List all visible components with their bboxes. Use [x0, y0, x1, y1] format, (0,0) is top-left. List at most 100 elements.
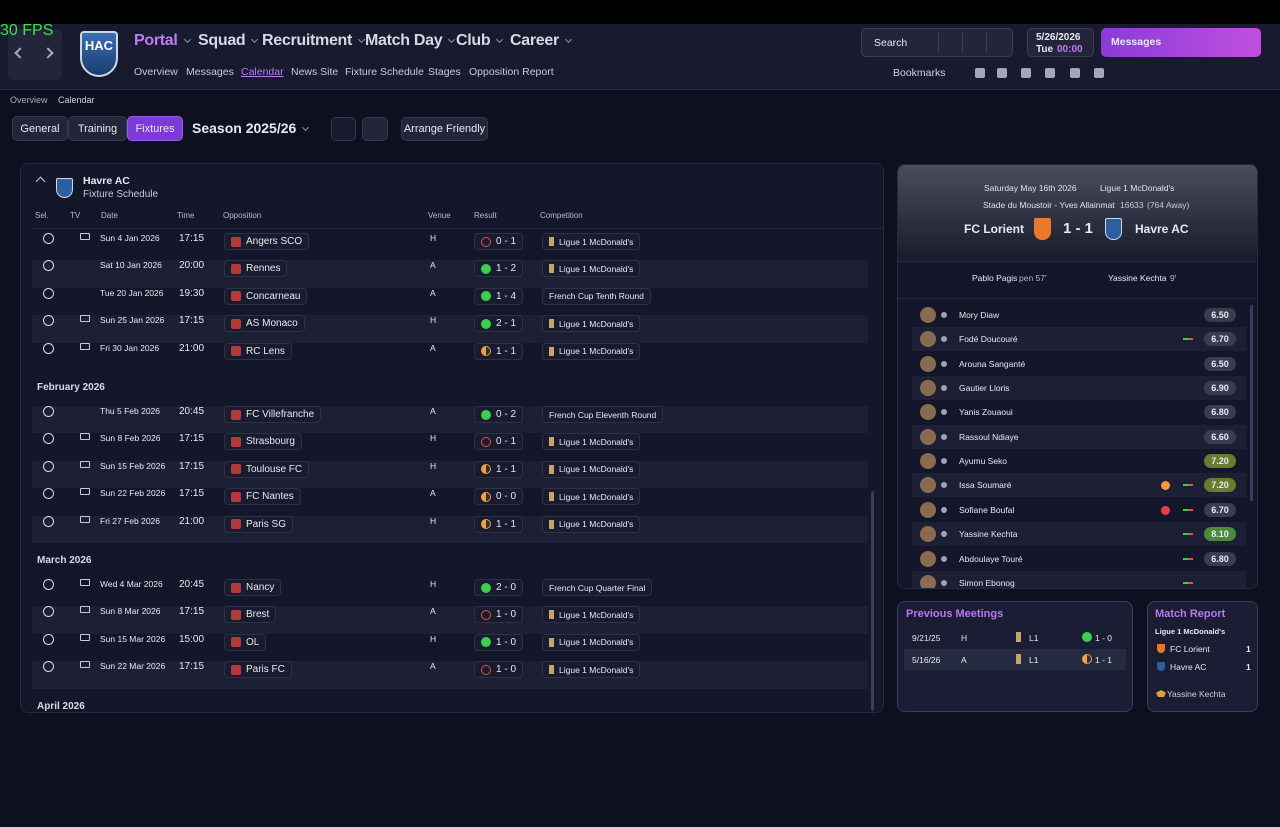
select-radio[interactable]	[43, 606, 54, 618]
prev-season[interactable]	[331, 117, 356, 141]
icon-button[interactable]	[962, 32, 984, 54]
player-row[interactable]: Rassoul Ndiaye 6.60	[912, 424, 1246, 449]
competition[interactable]: Ligue 1 McDonald's	[542, 233, 641, 250]
arrange-friendly-button[interactable]: Arrange Friendly	[401, 117, 488, 141]
opposition[interactable]: Rennes	[224, 260, 288, 278]
fixture-row[interactable]: Sun 22 Feb 2026 17:15 FC Nantes A 0 - 0 Ligue…	[32, 488, 868, 515]
player-row[interactable]: Abdoulaye Touré 6.80	[912, 547, 1246, 571]
opposition[interactable]: OL	[224, 633, 267, 651]
column-header[interactable]: Time	[177, 211, 195, 220]
fixture-row[interactable]: Sun 15 Feb 2026 17:15 Toulouse FC H 1 - 1 Lig…	[32, 460, 868, 489]
player-row[interactable]: Issa Soumaré 7.20	[912, 473, 1246, 498]
select-radio[interactable]	[43, 515, 54, 527]
breadcrumb[interactable]: Calendar	[58, 95, 95, 105]
column-header[interactable]: Sel.	[35, 211, 49, 220]
sub-nav-item[interactable]: Opposition Report	[469, 66, 554, 78]
select-radio[interactable]	[43, 406, 54, 417]
result[interactable]: 1 - 2	[474, 260, 524, 278]
opposition[interactable]: Brest	[224, 606, 277, 624]
opposition[interactable]: FC Nantes	[224, 488, 301, 506]
column-header[interactable]: Opposition	[223, 211, 262, 220]
result[interactable]: 1 - 1	[474, 460, 524, 478]
main-nav-item[interactable]: Squad	[198, 32, 259, 50]
opposition[interactable]: Strasbourg	[224, 433, 302, 451]
player-row[interactable]: Sofiane Boufal 6.70	[912, 498, 1246, 522]
fixture-row[interactable]: Sat 10 Jan 2026 20:00 Rennes A 1 - 2 Ligue 1 …	[32, 260, 868, 288]
competition[interactable]: Ligue 1 McDonald's	[542, 488, 641, 506]
competition[interactable]: French Cup Quarter Final	[542, 579, 653, 596]
bookmark-icon[interactable]	[1094, 68, 1104, 78]
result[interactable]: 0 - 0	[474, 488, 524, 506]
tab[interactable]: Fixtures	[127, 116, 183, 141]
opposition[interactable]: Paris FC	[224, 661, 292, 679]
fixture-row[interactable]: Fri 30 Jan 2026 21:00 RC Lens A 1 - 1 Ligue 1…	[32, 342, 868, 370]
competition[interactable]: Ligue 1 McDonald's	[542, 315, 641, 333]
bookmark-icon[interactable]	[975, 68, 985, 78]
meeting-row[interactable]: 5/16/26 A L1 1 - 1	[904, 649, 1126, 670]
result[interactable]: 0 - 1	[474, 233, 524, 250]
result[interactable]: 1 - 4	[474, 287, 524, 305]
fixture-row[interactable]: Wed 4 Mar 2026 20:45 Nancy H 2 - 0 French Cup…	[32, 579, 868, 606]
player-row[interactable]: Ayumu Seko 7.20	[912, 449, 1246, 473]
opposition[interactable]: Angers SCO	[224, 233, 310, 250]
collapse-toggle[interactable]	[35, 176, 46, 187]
forward-button[interactable]	[42, 47, 54, 59]
main-nav-item[interactable]: Club	[456, 32, 504, 50]
select-radio[interactable]	[43, 287, 54, 299]
date-box[interactable]: 5/26/2026 Tue 00:00	[1027, 28, 1094, 57]
opposition[interactable]: Concarneau	[224, 287, 308, 305]
messages-button[interactable]: Messages	[1101, 28, 1261, 57]
result[interactable]: 0 - 2	[474, 406, 524, 423]
select-radio[interactable]	[43, 661, 54, 673]
main-nav-item[interactable]: Career	[510, 32, 572, 50]
select-radio[interactable]	[43, 233, 54, 244]
search-button[interactable]: Search	[874, 37, 908, 49]
result[interactable]: 1 - 1	[474, 515, 524, 533]
bookmark-icon[interactable]	[997, 68, 1007, 78]
column-header[interactable]: Date	[101, 211, 118, 220]
select-radio[interactable]	[43, 579, 54, 590]
bookmark-icon[interactable]	[1045, 68, 1055, 78]
fixture-row[interactable]: Sun 8 Mar 2026 17:15 Brest A 1 - 0 Ligue 1 Mc…	[32, 606, 868, 634]
player-row[interactable]: Simon Ebonog	[912, 570, 1246, 588]
back-button[interactable]	[14, 47, 26, 59]
result[interactable]: 1 - 0	[474, 633, 524, 651]
sub-nav-item[interactable]: Messages	[186, 66, 234, 78]
player-row[interactable]: Arouna Sanganté 6.50	[912, 352, 1246, 376]
select-radio[interactable]	[43, 433, 54, 445]
competition[interactable]: Ligue 1 McDonald's	[542, 661, 641, 679]
opposition[interactable]: Nancy	[224, 579, 282, 596]
next-season[interactable]	[362, 117, 388, 141]
result[interactable]: 2 - 0	[474, 579, 524, 596]
icon-button[interactable]	[986, 32, 1008, 54]
competition[interactable]: Ligue 1 McDonald's	[542, 433, 641, 451]
column-header[interactable]: Result	[474, 211, 497, 220]
column-header[interactable]: Venue	[428, 211, 451, 220]
player-row[interactable]: Gautier Lloris 6.90	[912, 376, 1246, 401]
opposition[interactable]: FC Villefranche	[224, 406, 322, 423]
bookmark-icon[interactable]	[1021, 68, 1031, 78]
result[interactable]: 2 - 1	[474, 315, 524, 333]
select-radio[interactable]	[43, 260, 54, 272]
competition[interactable]: French Cup Eleventh Round	[542, 406, 664, 423]
player-row[interactable]: Yassine Kechta 8.10	[912, 522, 1246, 547]
fixture-row[interactable]: Sun 25 Jan 2026 17:15 AS Monaco H 2 - 1 Ligue…	[32, 315, 868, 343]
main-nav-item[interactable]: Match Day	[365, 32, 456, 50]
main-nav-item[interactable]: Portal	[134, 32, 191, 50]
result[interactable]: 1 - 1	[474, 342, 524, 360]
player-row[interactable]: Fodé Doucouré 6.70	[912, 327, 1246, 352]
main-nav-item[interactable]: Recruitment	[262, 32, 366, 50]
bookmark-icon[interactable]	[1070, 68, 1080, 78]
tab[interactable]: Training	[68, 116, 127, 141]
competition[interactable]: French Cup Tenth Round	[542, 287, 651, 305]
competition[interactable]: Ligue 1 McDonald's	[542, 633, 641, 651]
player-row[interactable]: Yanis Zouaoui 6.80	[912, 400, 1246, 424]
fixture-row[interactable]: Tue 20 Jan 2026 19:30 Concarneau A 1 - 4 Fren…	[32, 287, 868, 315]
select-radio[interactable]	[43, 342, 54, 354]
fixture-row[interactable]: Sun 4 Jan 2026 17:15 Angers SCO H 0 - 1 Ligue…	[32, 233, 868, 260]
select-radio[interactable]	[43, 460, 54, 472]
opposition[interactable]: RC Lens	[224, 342, 292, 360]
breadcrumb[interactable]: Overview	[10, 95, 48, 105]
competition[interactable]: Ligue 1 McDonald's	[542, 515, 641, 533]
column-header[interactable]: Competition	[540, 211, 583, 220]
